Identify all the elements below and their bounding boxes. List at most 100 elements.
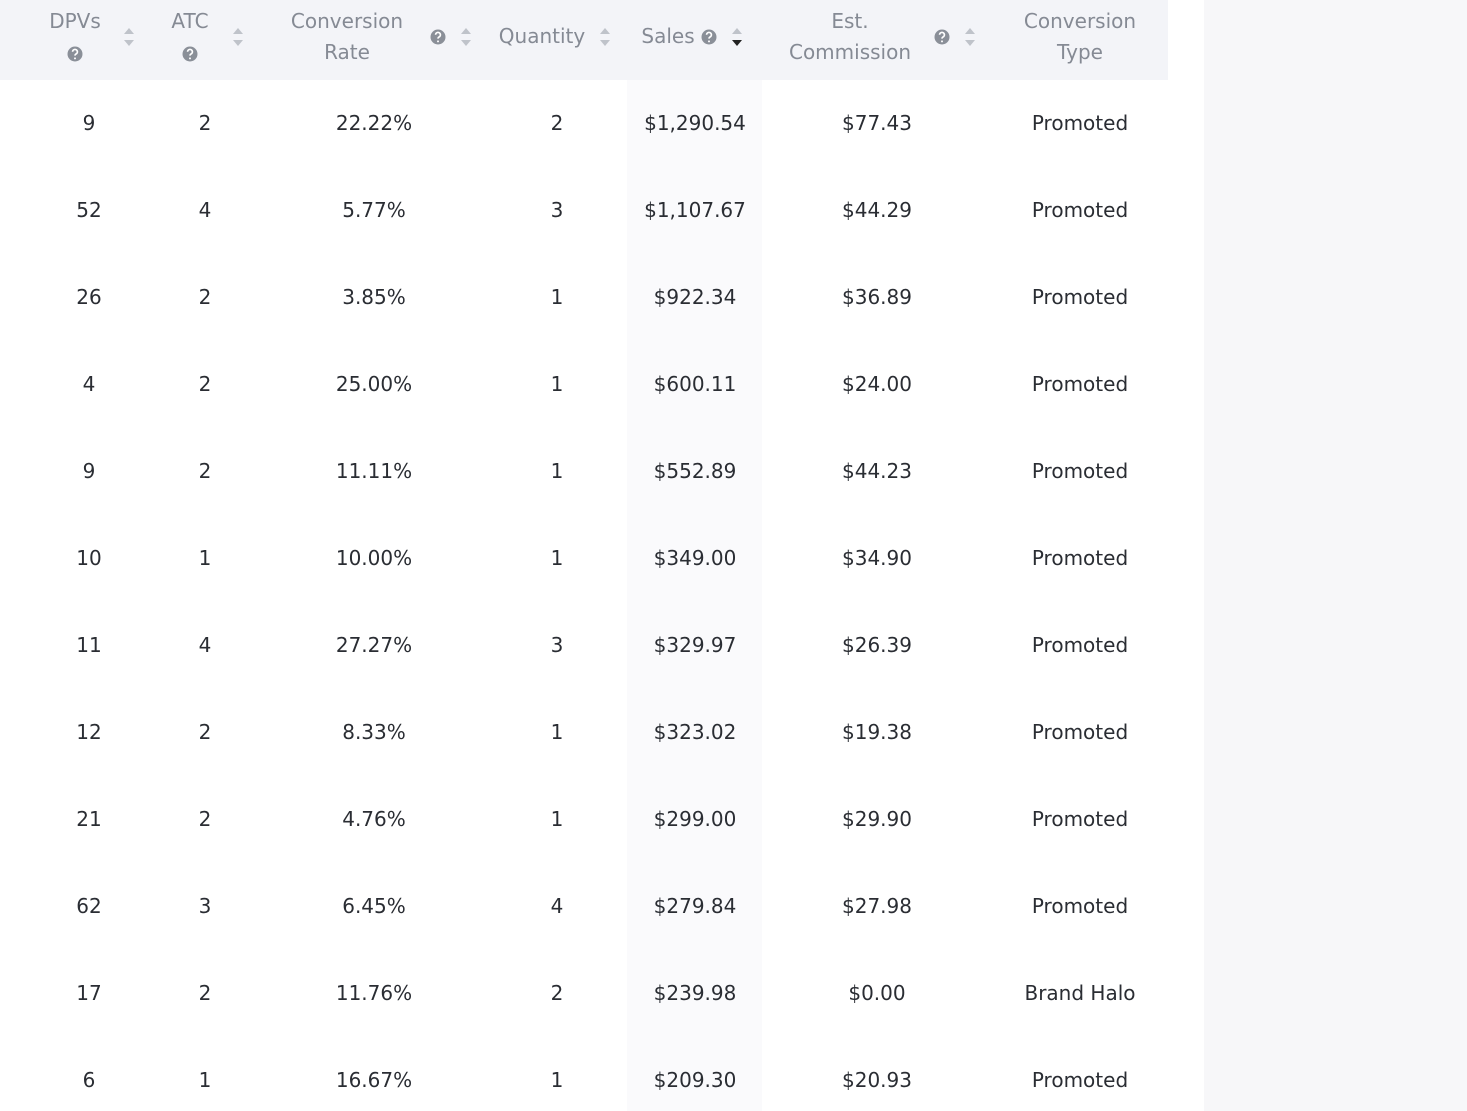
table-cell: 11.11%	[335, 459, 413, 483]
table-cell: 11	[76, 633, 102, 657]
table-cell: 4	[198, 198, 212, 222]
sort-icon[interactable]	[962, 25, 978, 49]
table-cell: 2	[198, 111, 212, 135]
sort-icon[interactable]	[458, 25, 474, 49]
table-cell: $323.02	[653, 720, 737, 744]
help-icon[interactable]	[182, 42, 198, 66]
table-cell: $209.30	[653, 1068, 737, 1092]
table-cell: 4	[82, 372, 96, 396]
table-cell: $19.38	[842, 720, 912, 744]
help-icon[interactable]	[934, 25, 950, 49]
column-header[interactable]: Est. Commission	[788, 9, 912, 64]
table-cell: 1	[550, 372, 564, 396]
table-cell: 2	[550, 111, 564, 135]
table-cell: 2	[198, 981, 212, 1005]
table-cell: $44.23	[842, 459, 912, 483]
table-cell: 12	[76, 720, 102, 744]
table-cell: 1	[550, 1068, 564, 1092]
table-cell: 1	[550, 285, 564, 309]
sort-icon[interactable]	[230, 25, 246, 49]
table-cell: 1	[550, 807, 564, 831]
table-cell: $329.97	[653, 633, 737, 657]
sort-icon[interactable]	[729, 25, 745, 49]
table-cell: 3	[198, 894, 212, 918]
table-cell: $20.93	[842, 1068, 912, 1092]
table-cell: $0.00	[848, 981, 906, 1005]
table-cell: 26	[76, 285, 102, 309]
help-icon[interactable]	[430, 25, 446, 49]
table-cell: $279.84	[653, 894, 737, 918]
column-header[interactable]: Sales	[641, 24, 695, 48]
table-cell: Brand Halo	[1024, 981, 1136, 1005]
table-cell: 6	[82, 1068, 96, 1092]
table-cell: 27.27%	[335, 633, 413, 657]
column-header[interactable]: Quantity	[498, 24, 586, 48]
table-cell: 22.22%	[335, 111, 413, 135]
table-cell: 25.00%	[335, 372, 413, 396]
table-cell: 9	[82, 459, 96, 483]
column-header[interactable]: DPVs	[49, 9, 101, 33]
table-cell: 10	[76, 546, 102, 570]
table-cell: Promoted	[1031, 285, 1129, 309]
table-cell: $1,107.67	[644, 198, 746, 222]
table-cell: $349.00	[653, 546, 737, 570]
table-cell: 4.76%	[342, 807, 406, 831]
table-cell: 8.33%	[342, 720, 406, 744]
table-cell: $26.39	[842, 633, 912, 657]
table-cell: $24.00	[842, 372, 912, 396]
table-cell: 21	[76, 807, 102, 831]
table-cell: Promoted	[1031, 372, 1129, 396]
table-cell: $600.11	[653, 372, 737, 396]
table-cell: $552.89	[653, 459, 737, 483]
table-cell: 62	[76, 894, 102, 918]
table-cell: $922.34	[653, 285, 737, 309]
table-cell: 16.67%	[335, 1068, 413, 1092]
table-cell: 1	[550, 459, 564, 483]
sort-icon[interactable]	[597, 25, 613, 49]
column-header[interactable]: ATC	[171, 9, 209, 33]
table-cell: Promoted	[1031, 1068, 1129, 1092]
table-cell: 2	[198, 372, 212, 396]
table-cell: $34.90	[842, 546, 912, 570]
table-cell: 2	[198, 459, 212, 483]
table-cell: 1	[550, 546, 564, 570]
table-cell: Promoted	[1031, 720, 1129, 744]
table-cell: 3	[550, 198, 564, 222]
table-cell: 11.76%	[335, 981, 413, 1005]
table-cell: Promoted	[1031, 459, 1129, 483]
table-cell: $27.98	[842, 894, 912, 918]
sort-icon[interactable]	[121, 25, 137, 49]
table-cell: 1	[550, 720, 564, 744]
table-cell: Promoted	[1031, 894, 1129, 918]
table-cell: $1,290.54	[644, 111, 746, 135]
table-cell: Promoted	[1031, 111, 1129, 135]
table-cell: $299.00	[653, 807, 737, 831]
table-cell: Promoted	[1031, 633, 1129, 657]
table-cell: 1	[198, 1068, 212, 1092]
table-cell: 2	[198, 807, 212, 831]
table-cell: $77.43	[842, 111, 912, 135]
column-header[interactable]: Conversion Rate	[290, 9, 404, 64]
table-cell: 2	[550, 981, 564, 1005]
table-cell: 4	[198, 633, 212, 657]
sorted-column-bg	[627, 80, 762, 1111]
table-cell: 2	[198, 720, 212, 744]
side-panel	[1204, 0, 1467, 1111]
help-icon[interactable]	[701, 25, 717, 49]
table-cell: 3	[550, 633, 564, 657]
table-cell: 5.77%	[342, 198, 406, 222]
table-cell: Promoted	[1031, 546, 1129, 570]
column-header[interactable]: Conversion Type	[1023, 9, 1137, 64]
help-icon[interactable]	[67, 42, 83, 66]
table-cell: Promoted	[1031, 198, 1129, 222]
table-cell: $239.98	[653, 981, 737, 1005]
table-cell: 52	[76, 198, 102, 222]
table-cell: $36.89	[842, 285, 912, 309]
table-cell: $29.90	[842, 807, 912, 831]
clipped-cell: )	[0, 807, 3, 831]
table-cell: $44.29	[842, 198, 912, 222]
table-cell: 6.45%	[342, 894, 406, 918]
table-cell: 9	[82, 111, 96, 135]
table-cell: 2	[198, 285, 212, 309]
